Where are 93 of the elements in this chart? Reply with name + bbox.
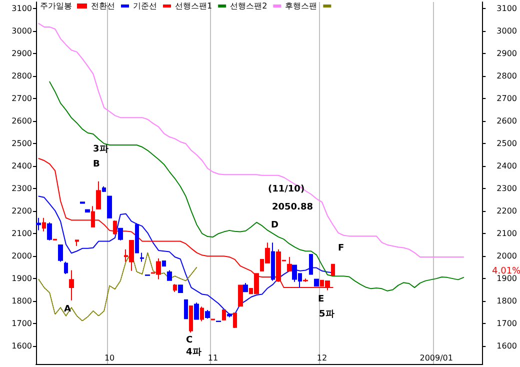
y2-tick-label: 1700 bbox=[496, 319, 517, 328]
y2-tick-label: 3000 bbox=[496, 26, 517, 36]
candlestick bbox=[58, 244, 63, 262]
candlestick bbox=[102, 186, 106, 192]
y2-tick-label: 2900 bbox=[496, 49, 517, 58]
annotation: 2050.88 bbox=[272, 202, 313, 212]
candlestick bbox=[96, 180, 101, 210]
candlestick bbox=[243, 282, 248, 292]
x-tick-label: 11 bbox=[208, 354, 218, 362]
y2-tick-label: 2100 bbox=[496, 229, 517, 238]
annotation: 3파 bbox=[93, 144, 108, 154]
y-tick-label: 2800 bbox=[12, 72, 32, 81]
y-tick-label: 2600 bbox=[12, 116, 32, 126]
candlestick bbox=[113, 220, 117, 235]
annotation: E bbox=[318, 294, 324, 304]
y2-tick-label: 2300 bbox=[496, 184, 517, 194]
candlestick bbox=[140, 252, 144, 262]
candlestick bbox=[91, 206, 95, 228]
candlestick bbox=[303, 278, 308, 282]
candlestick bbox=[85, 209, 90, 213]
legend-label: 선행스팬1 bbox=[174, 2, 212, 10]
legend-label: 후행스팬 bbox=[285, 2, 318, 10]
annotation: 5파 bbox=[319, 310, 334, 320]
candlestick bbox=[47, 222, 52, 241]
candlestick bbox=[173, 284, 177, 293]
annotation: D bbox=[271, 220, 278, 230]
text: 4.01% bbox=[492, 266, 520, 276]
legend-label: 주가일봉 bbox=[40, 2, 72, 10]
x-tick-label: 12 bbox=[316, 354, 328, 362]
candlestick bbox=[118, 228, 123, 241]
y2-tick-label: 1800 bbox=[496, 296, 517, 306]
y2-tick-label: 2200 bbox=[496, 206, 517, 216]
legend-label: 기준선 bbox=[133, 2, 157, 10]
candlestick bbox=[205, 310, 210, 320]
candlestick bbox=[162, 260, 166, 266]
candlestick bbox=[178, 284, 183, 293]
y2-tick-label: 2500 bbox=[496, 139, 517, 148]
y2-tick-label: 2800 bbox=[496, 72, 517, 81]
candlestick bbox=[233, 312, 237, 329]
candlestick bbox=[238, 284, 243, 306]
candlestick bbox=[331, 264, 335, 276]
y-tick-label: 2100 bbox=[12, 229, 32, 238]
candlestick bbox=[309, 254, 313, 275]
y2-tick-label: 1900 bbox=[496, 274, 517, 284]
y-tick-label: 1900 bbox=[12, 274, 32, 284]
annotation: F bbox=[338, 244, 344, 254]
y-tick-label: 3100 bbox=[12, 4, 32, 14]
candlestick bbox=[53, 238, 57, 241]
y-tick-label: 2700 bbox=[12, 94, 32, 104]
candlestick bbox=[200, 306, 204, 322]
y-tick-label: 2500 bbox=[12, 139, 32, 148]
line-series bbox=[38, 252, 198, 322]
candlestick bbox=[64, 261, 68, 275]
legend-label: 전환선 bbox=[91, 2, 115, 10]
y-tick-label: 2300 bbox=[12, 184, 32, 194]
legend-label: 선행스팬2 bbox=[230, 2, 268, 10]
y-tick-label: 2000 bbox=[12, 252, 32, 261]
line-series bbox=[49, 81, 464, 292]
candlestick bbox=[69, 270, 74, 301]
y-tick-label: 2900 bbox=[12, 49, 32, 58]
candlestick bbox=[42, 217, 46, 232]
candlestick bbox=[314, 278, 319, 286]
candlestick bbox=[36, 217, 41, 231]
y-tick-label: 1700 bbox=[12, 319, 32, 328]
y2-tick-label: 2000 bbox=[496, 252, 517, 261]
annotation: C bbox=[186, 336, 193, 346]
x-tick-label: 10 bbox=[104, 354, 115, 362]
y2-tick-label: 2400 bbox=[496, 162, 517, 171]
candlestick bbox=[189, 305, 193, 334]
candlestick bbox=[194, 302, 199, 320]
annotation: 4파 bbox=[186, 348, 202, 358]
annotation: A bbox=[64, 304, 71, 314]
y-tick-label: 1800 bbox=[12, 296, 32, 306]
y2-tick-label: 3100 bbox=[496, 4, 517, 14]
y2-tick-label: 2600 bbox=[496, 116, 517, 126]
y-tick-label: 3000 bbox=[12, 26, 32, 36]
candlestick bbox=[135, 222, 139, 254]
candlestick bbox=[222, 310, 226, 320]
x-tick-label: 2009/01 bbox=[420, 354, 453, 362]
y2-tick-label: 1600 bbox=[496, 342, 517, 351]
y-tick-label: 2200 bbox=[12, 206, 32, 216]
candlestick bbox=[271, 242, 275, 282]
candlestick bbox=[75, 240, 79, 246]
candlestick bbox=[107, 196, 112, 218]
candlestick bbox=[167, 270, 172, 282]
line-series bbox=[38, 23, 464, 258]
y-tick-label: 2400 bbox=[12, 162, 32, 171]
y2-tick-label: 2700 bbox=[496, 94, 517, 104]
candlestick bbox=[184, 299, 188, 320]
candlestick bbox=[287, 256, 292, 272]
y-tick-label: 1600 bbox=[12, 342, 32, 351]
annotation: B bbox=[93, 160, 100, 170]
annotation: (11/10) bbox=[268, 184, 305, 194]
